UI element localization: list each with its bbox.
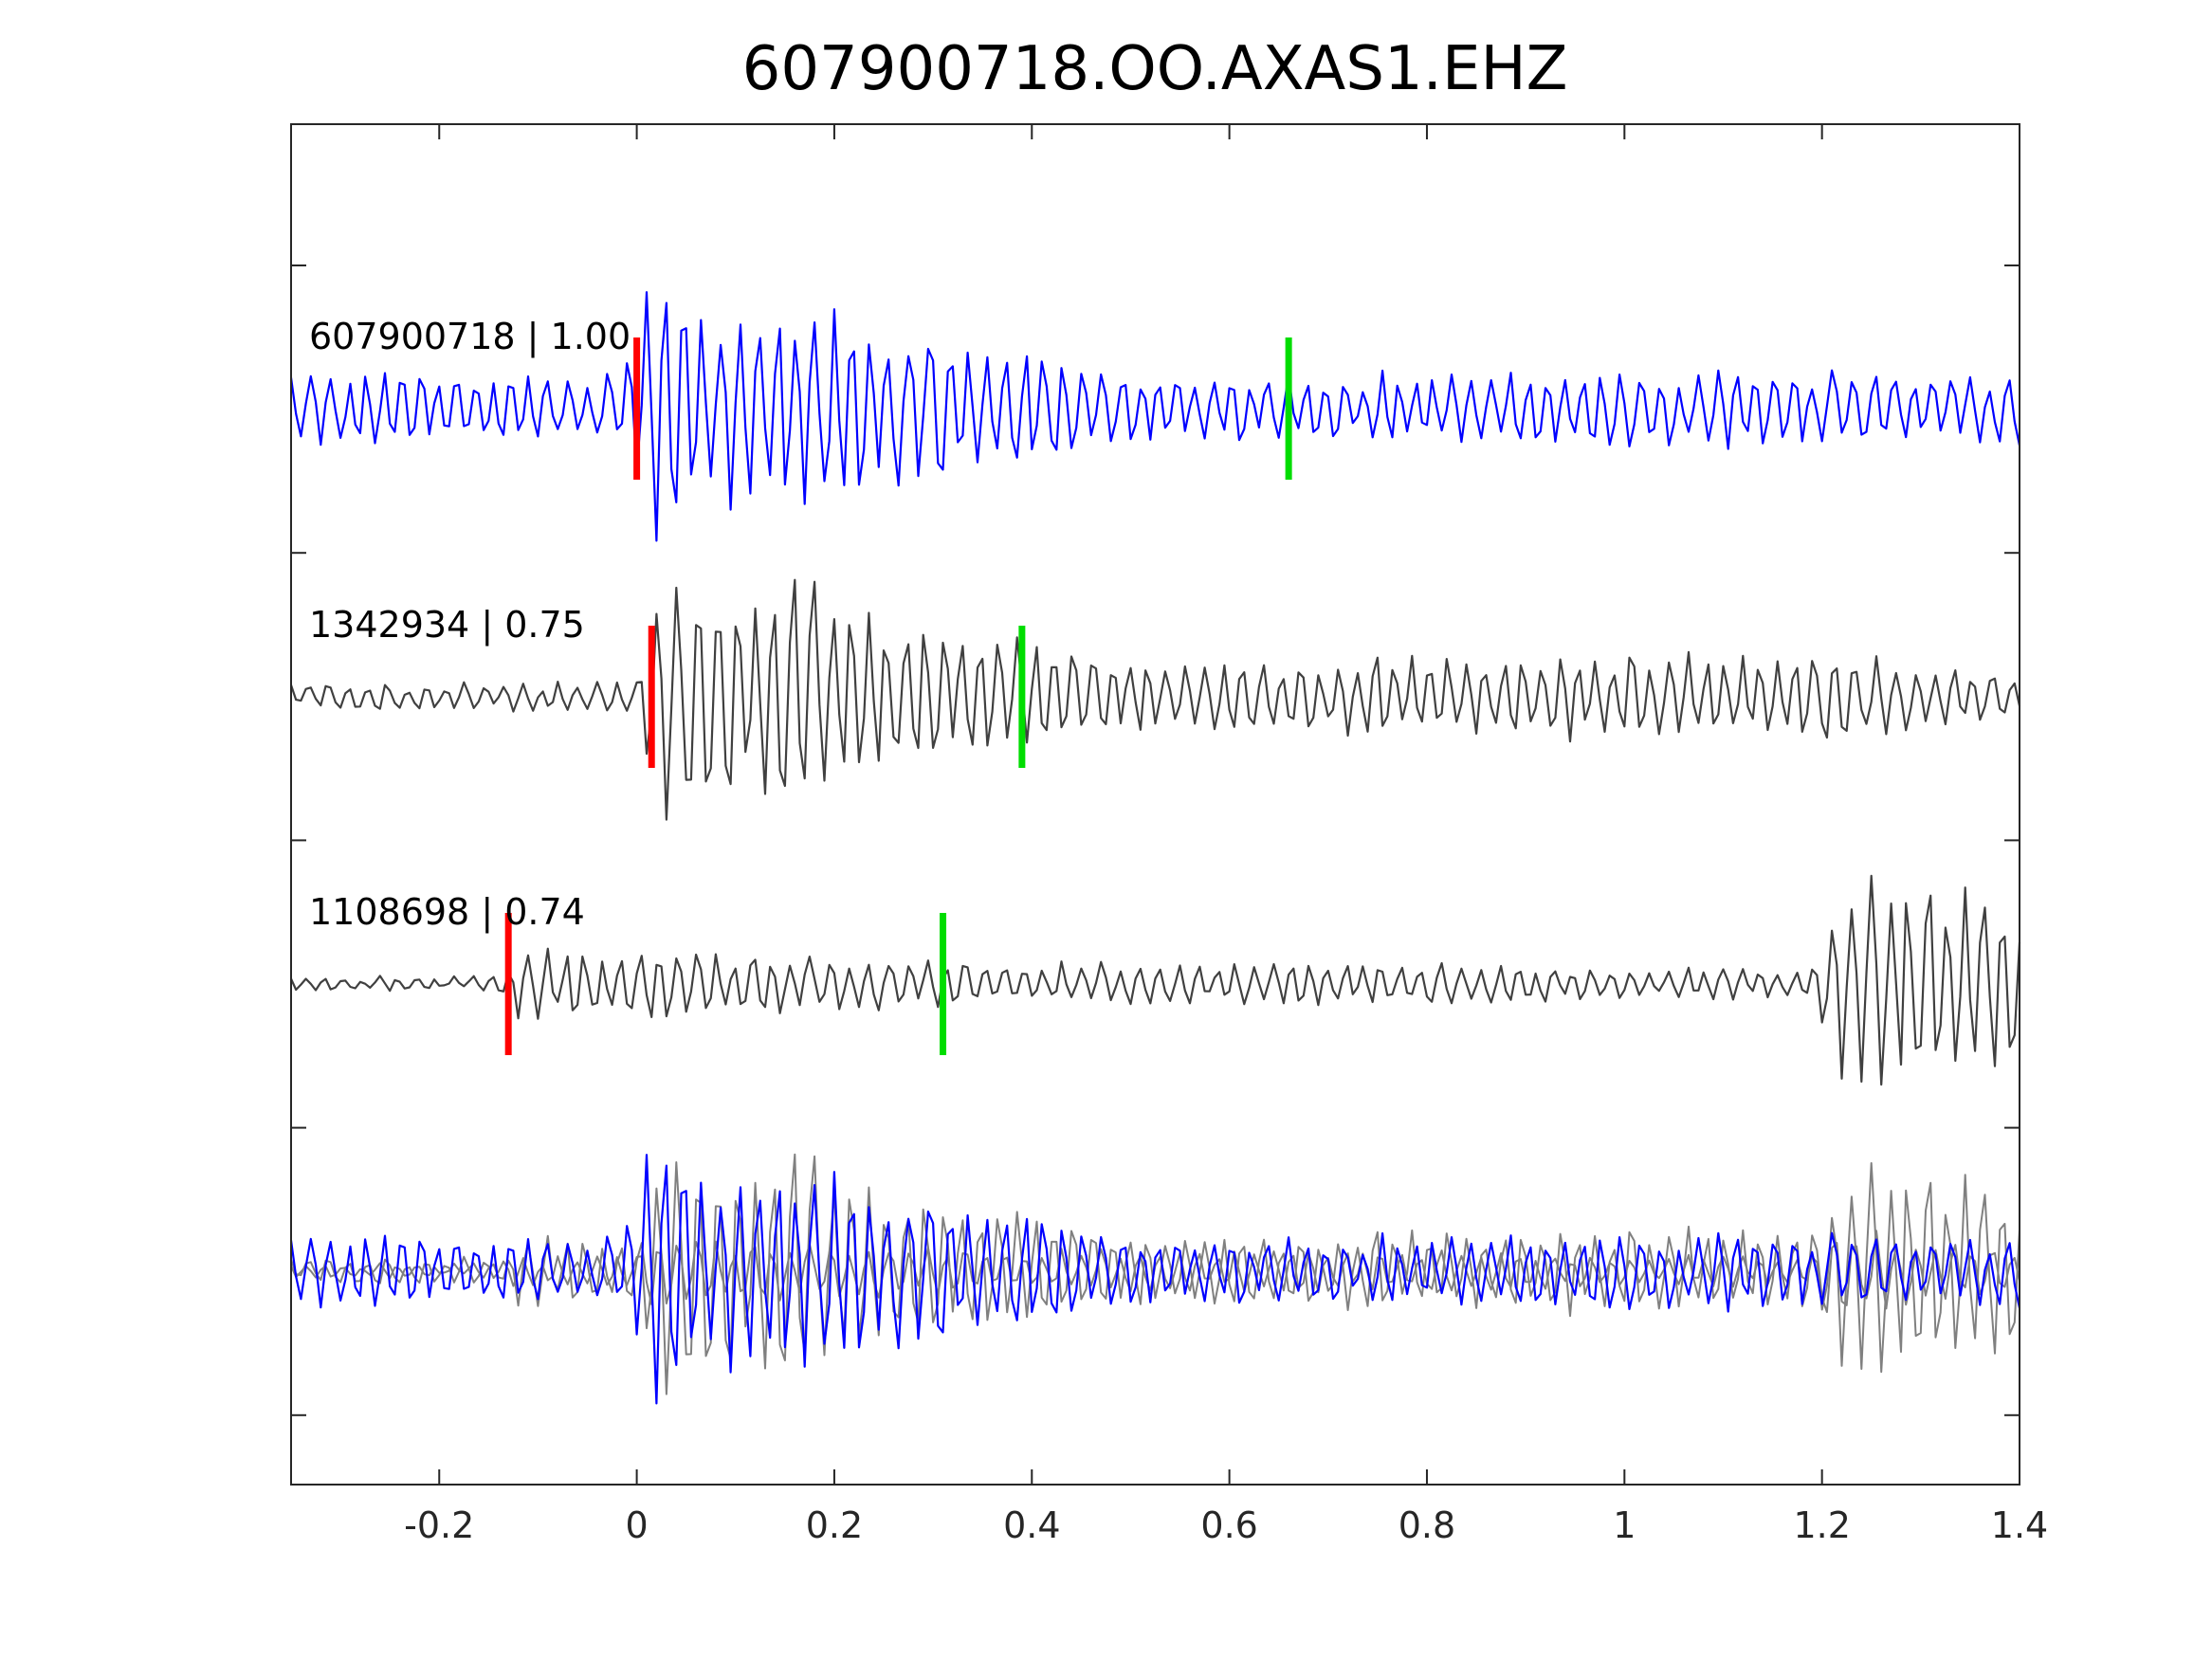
trace-line-1 [289, 291, 2021, 542]
x-axis-tick-labels: -0.2 0 0.2 0.4 0.6 0.8 1 1.2 1.4 [404, 1504, 2048, 1546]
chart-title: 607900718.OO.AXAS1.EHZ [742, 34, 1568, 104]
x-tick-label: 0.6 [1200, 1504, 1257, 1546]
trace-line-3 [289, 874, 2021, 1086]
x-tick-label: 0.8 [1398, 1504, 1455, 1546]
trace-label-3: 1108698 | 0.74 [309, 891, 585, 934]
x-tick-label: 0.4 [1003, 1504, 1060, 1546]
x-tick-label: -0.2 [404, 1504, 474, 1546]
trace-label-2: 1342934 | 0.75 [309, 604, 585, 647]
trace-labels: 607900718 | 1.00 1342934 | 0.75 1108698 | … [309, 316, 631, 934]
picks-layer [504, 337, 1292, 1055]
x-tick-label: 0.2 [806, 1504, 863, 1546]
axis-ticks [291, 124, 2020, 1485]
traces-layer [289, 291, 2021, 1405]
x-tick-label: 0 [626, 1504, 649, 1546]
plot-frame [290, 123, 2020, 1486]
x-tick-label: 1.4 [1991, 1504, 2048, 1546]
trace-line-2 [289, 578, 2021, 821]
x-tick-label: 1 [1613, 1504, 1636, 1546]
overlay-trace-1 [289, 1154, 2021, 1405]
x-tick-label: 1.2 [1793, 1504, 1850, 1546]
trace-label-1: 607900718 | 1.00 [309, 316, 631, 358]
